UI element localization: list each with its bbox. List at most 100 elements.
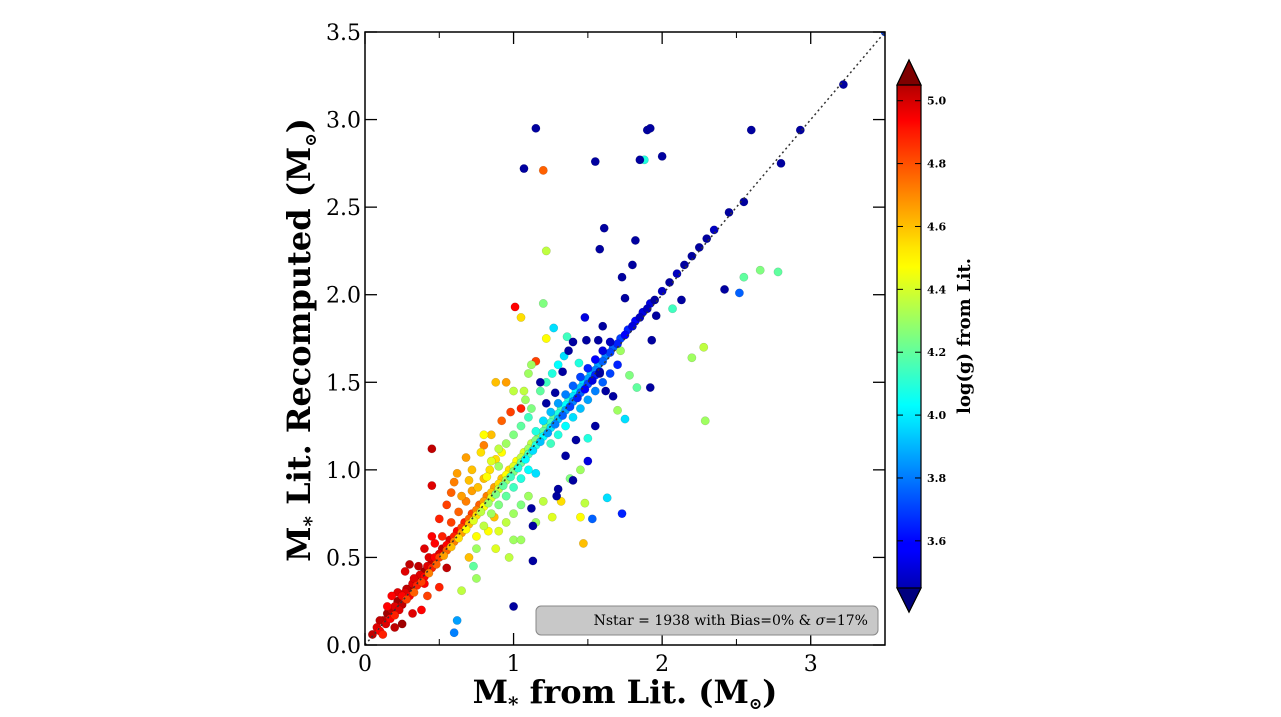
y-tick-label: 3.5	[326, 21, 361, 46]
data-point	[501, 377, 511, 387]
data-point	[576, 465, 585, 475]
data-point	[531, 468, 541, 478]
data-point	[576, 512, 585, 522]
data-point	[527, 360, 536, 370]
data-point	[476, 447, 486, 457]
data-point	[491, 489, 501, 499]
data-point	[702, 234, 712, 244]
y-axis-label: M* Lit. Recomputed (M⊙)	[280, 118, 323, 562]
data-point	[543, 428, 553, 438]
data-point	[430, 539, 440, 548]
colorbar-tick-label: 4.8	[927, 158, 946, 171]
data-point	[598, 321, 608, 331]
data-point	[581, 335, 591, 345]
data-point	[735, 288, 744, 298]
data-point	[434, 582, 444, 592]
colorbar-tick-label: 4.6	[927, 220, 946, 233]
data-point	[565, 402, 575, 412]
data-point	[709, 225, 719, 235]
data-point	[583, 433, 593, 443]
colorbar-label: log(g) from Lit.	[954, 258, 975, 414]
data-point	[553, 430, 563, 440]
data-point	[558, 367, 567, 377]
data-point	[446, 518, 456, 527]
data-point	[449, 628, 459, 638]
data-point	[476, 507, 486, 517]
data-point	[601, 386, 611, 396]
data-point	[400, 567, 410, 576]
data-point	[549, 323, 559, 333]
data-point	[491, 377, 501, 387]
data-point	[561, 421, 570, 431]
data-point	[437, 532, 447, 541]
data-point	[390, 623, 400, 632]
data-point	[739, 272, 749, 282]
data-point	[469, 561, 478, 571]
data-point	[613, 405, 622, 415]
data-point	[546, 439, 556, 448]
data-point	[467, 465, 477, 475]
data-point	[414, 561, 423, 571]
data-point	[482, 472, 492, 482]
data-point	[516, 313, 526, 322]
data-point	[382, 602, 392, 611]
x-tick-label: 0	[358, 652, 372, 677]
data-point	[576, 372, 585, 382]
data-point	[590, 421, 600, 431]
data-point	[590, 386, 600, 396]
data-point	[516, 474, 526, 484]
y-tick-label: 3.0	[326, 109, 361, 134]
data-point	[516, 535, 526, 545]
data-point	[598, 346, 608, 356]
data-point	[620, 293, 630, 303]
data-point	[795, 125, 805, 135]
data-point	[628, 321, 637, 331]
data-point	[434, 514, 444, 524]
x-tick-label: 2	[655, 652, 669, 677]
data-point	[494, 444, 504, 454]
data-point	[509, 602, 518, 611]
data-point	[528, 556, 538, 566]
data-point	[568, 412, 578, 422]
colorbar-ticks: 3.6 3.8 4.0 4.2 4.4 4.6 4.8 5.0	[897, 95, 946, 548]
data-point	[645, 123, 655, 133]
data-point	[746, 125, 756, 135]
data-point	[617, 272, 627, 282]
data-point	[442, 500, 452, 510]
data-point	[628, 260, 637, 270]
y-tick-label: 0.5	[326, 546, 361, 571]
data-point	[509, 535, 518, 545]
data-point	[541, 334, 551, 343]
data-point	[647, 335, 657, 345]
data-point	[454, 507, 463, 517]
colorbar-bottom-extension	[896, 587, 922, 614]
data-point	[510, 302, 520, 312]
data-point	[528, 446, 538, 455]
data-point	[650, 295, 660, 305]
data-point	[657, 151, 667, 161]
data-point	[524, 491, 533, 501]
data-point	[573, 393, 582, 403]
data-point	[531, 426, 541, 436]
data-point	[535, 386, 545, 396]
colorbar-tick-label: 3.8	[927, 472, 946, 485]
data-point	[501, 491, 511, 501]
data-point	[635, 313, 645, 322]
legend-text: Nstar = 1938 with Bias=0% & σ=17%	[594, 613, 868, 629]
data-point	[568, 475, 578, 485]
data-point	[498, 481, 508, 491]
data-point	[479, 430, 489, 440]
data-point	[521, 395, 530, 405]
data-point	[583, 456, 593, 466]
data-point	[568, 381, 578, 391]
data-point	[494, 500, 504, 510]
data-point	[687, 353, 697, 363]
data-point	[387, 591, 397, 601]
data-point	[538, 165, 548, 175]
data-point	[422, 591, 432, 601]
data-point	[479, 521, 489, 531]
data-point	[494, 526, 504, 536]
x-axis-ticks: 0 1 2 3	[358, 32, 818, 677]
colorbar: 3.6 3.8 4.0 4.2 4.4 4.6 4.8 5.0 log(g) from Lit…	[896, 58, 975, 614]
data-point	[427, 444, 437, 454]
